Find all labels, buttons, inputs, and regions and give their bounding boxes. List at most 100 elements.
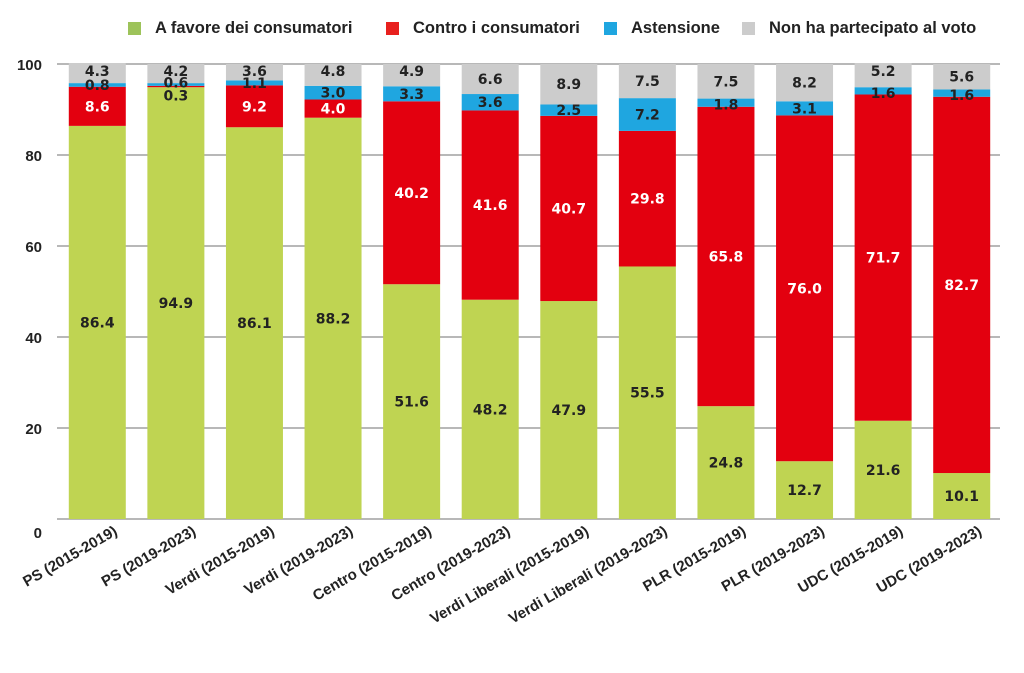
bar-segment [618,266,676,519]
value-label: 8.9 [556,77,581,93]
value-label: 3.1 [792,101,817,117]
bar-segment [383,284,441,519]
y-tick-label: 80 [25,148,42,165]
bar-segment [854,63,912,88]
value-label: 4.9 [399,64,424,80]
bar-segment [383,101,441,285]
value-label: 4.2 [163,64,188,80]
value-label: 76.0 [787,281,822,297]
value-label: 5.6 [949,70,974,86]
legend-swatch [604,22,617,35]
bar-segment [618,98,676,131]
value-label: 86.4 [80,315,115,331]
value-label: 71.7 [866,251,901,267]
legend-label: Non ha partecipato al voto [769,19,977,37]
bar-segment [383,86,441,102]
bar-segment [697,64,755,99]
value-label: 40.7 [552,201,587,217]
value-label: 10.1 [944,489,979,505]
bar-segment [304,117,362,519]
legend-item: A favore dei consumatori [128,19,352,38]
bar-segment [461,64,519,95]
value-label: 7.2 [635,108,660,124]
bar-segment [776,64,834,102]
bar-segment [147,85,205,88]
legend-label: A favore dei consumatori [155,19,353,37]
value-label: 3.6 [242,64,267,80]
bar-segment [225,127,283,520]
x-axis-labels: PS (2015-2019)PS (2019-2023)Verdi (2015-… [20,523,985,628]
bar-segment [618,130,676,267]
bar-segment [68,125,126,519]
bar-segment [540,301,598,519]
bar-segment [225,64,283,81]
value-label: 65.8 [709,249,744,265]
gridlines [57,63,1000,520]
bar-segment [68,83,126,87]
bar-segment [697,406,755,519]
bar-segment [854,94,912,421]
value-label: 3.6 [478,95,503,111]
value-labels: 86.48.60.84.394.90.30.64.286.19.21.13.68… [80,64,979,505]
legend-label: Astensione [631,19,720,37]
value-label: 2.5 [556,103,581,119]
bar-segment [461,94,519,111]
value-label: 51.6 [394,395,429,411]
value-label: 94.9 [159,296,194,312]
value-label: 55.5 [630,386,665,402]
y-axis-ticks: 0 20 40 60 80 100 [17,57,42,542]
value-label: 0.6 [163,75,188,91]
value-label: 6.6 [478,72,503,88]
bar-segment [461,110,519,300]
bar-segment [540,64,598,105]
bar-segment [304,64,362,86]
legend-swatch [386,22,399,35]
bar-segment [383,64,441,87]
value-label: 8.6 [85,99,110,115]
value-label: 29.8 [630,192,665,208]
bar-segment [697,98,755,107]
y-tick-label: 0 [34,525,42,542]
value-label: 3.0 [321,86,346,102]
chart-legend: A favore dei consumatori Contro i consuma… [0,19,1024,45]
bar-segment [304,99,362,118]
value-label: 3.3 [399,87,424,103]
value-label: 1.8 [714,98,739,114]
bar-segment [618,64,676,99]
bar-segment [147,64,205,84]
value-label: 40.2 [394,186,429,202]
value-label: 7.5 [635,74,660,90]
value-label: 1.1 [242,76,267,92]
bar-segment [147,87,205,519]
bar-segment [540,104,598,116]
y-tick-label: 100 [17,57,42,74]
bar-segment [461,299,519,519]
value-label: 4.8 [321,64,346,80]
bar-segment [933,64,991,90]
value-label: 9.2 [242,99,267,115]
value-label: 41.6 [473,198,508,214]
y-tick-label: 60 [25,239,42,256]
value-label: 1.6 [871,86,896,102]
value-label: 82.7 [944,278,979,294]
bar-segment [68,86,126,126]
bar-segment [776,461,834,519]
bar-segment [225,80,283,86]
y-tick-label: 20 [25,421,42,438]
value-label: 88.2 [316,311,351,327]
value-label: 8.2 [792,76,817,92]
legend-label: Contro i consumatori [413,19,580,37]
bar-segment [147,83,205,86]
bar-segment [68,63,126,84]
legend-item: Astensione [604,19,720,38]
bars [68,63,991,520]
bar-segment [776,115,834,462]
value-label: 1.6 [949,88,974,104]
bar-segment [304,85,362,100]
value-label: 86.1 [237,316,272,332]
bar-segment [854,420,912,519]
legend-item: Contro i consumatori [386,19,580,38]
legend-swatch [128,22,141,35]
bar-segment [697,106,755,407]
value-label: 0.8 [85,78,110,94]
